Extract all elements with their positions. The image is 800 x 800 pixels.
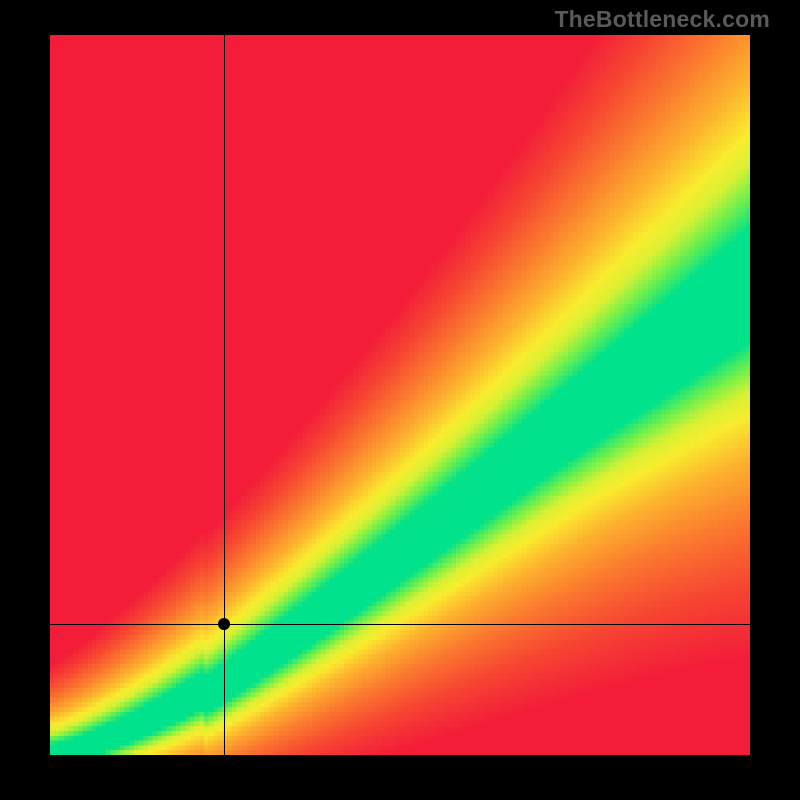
crosshair-vertical [224,35,225,755]
crosshair-horizontal [50,624,750,625]
plot-area [50,35,750,755]
watermark-text: TheBottleneck.com [554,6,770,33]
bottleneck-heatmap [50,35,750,755]
figure-container: TheBottleneck.com [0,0,800,800]
crosshair-marker [218,618,230,630]
